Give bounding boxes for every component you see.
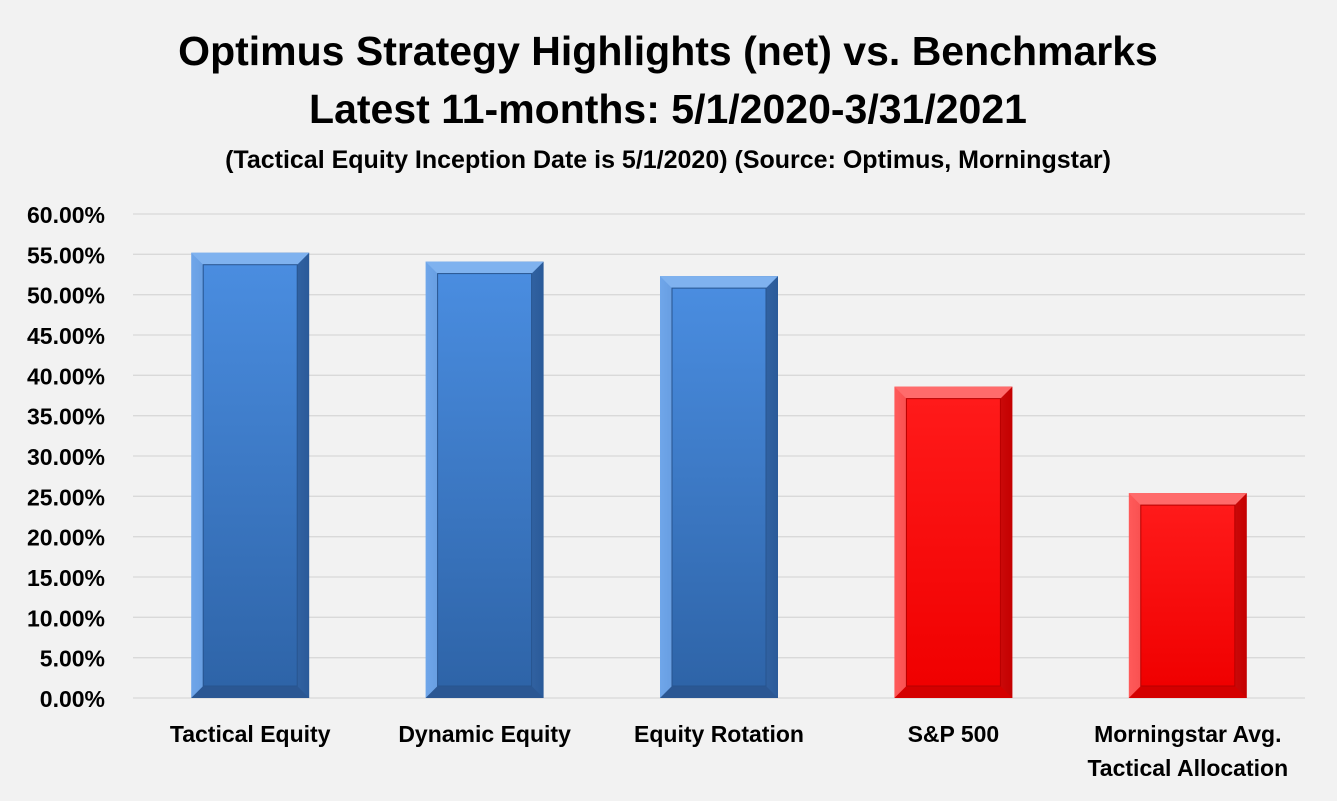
bar-top-bevel [1128,493,1247,506]
y-tick-label: 0.00% [40,686,105,712]
x-tick-label: Dynamic Equity [398,721,571,747]
bars [191,252,1247,698]
y-axis-tick-labels: 0.00% 5.00% 10.00% 15.00% 20.00% 25.00% 30.00%… [27,202,105,712]
bar [191,252,310,698]
bar-bottom-bevel [191,686,310,698]
y-tick-label: 10.00% [27,605,105,631]
y-tick-label: 40.00% [27,363,105,389]
bar-face [202,264,298,687]
y-tick-label: 5.00% [40,646,105,672]
x-axis-category-labels: Tactical Equity Dynamic Equity Equity Rota… [170,721,1288,781]
chart-note: (Tactical Equity Inception Date is 5/1/2… [225,146,1111,174]
bar-bottom-bevel [425,686,544,698]
bar-top-bevel [660,276,778,289]
y-tick-label: 60.00% [27,202,105,228]
y-tick-label: 30.00% [27,444,105,470]
y-tick-label: 55.00% [27,242,105,268]
y-tick-label: 50.00% [27,283,105,309]
y-tick-label: 15.00% [27,565,105,591]
x-tick-label: Tactical Equity [170,721,331,747]
bar [894,386,1013,698]
x-tick-label: S&P 500 [908,721,1000,747]
bar-face [437,273,533,687]
y-tick-label: 25.00% [27,484,105,510]
bar-top-bevel [894,386,1013,399]
bar [1128,493,1247,698]
y-tick-label: 35.00% [27,404,105,430]
x-tick-label: Equity Rotation [634,721,804,747]
x-tick-label: Tactical Allocation [1087,755,1288,781]
bar-bottom-bevel [894,686,1013,698]
y-tick-label: 20.00% [27,525,105,551]
chart-title: Optimus Strategy Highlights (net) vs. Be… [178,28,1158,74]
bar-face [1140,504,1236,687]
bar-top-bevel [191,252,310,265]
bar-face [905,398,1001,687]
bar-face [671,287,767,687]
bar [425,261,544,698]
bar-top-bevel [425,261,544,274]
y-tick-label: 45.00% [27,323,105,349]
x-tick-label: Morningstar Avg. [1094,721,1281,747]
bar-bottom-bevel [660,686,778,698]
chart-subtitle: Latest 11-months: 5/1/2020-3/31/2021 [309,86,1027,132]
bar [660,276,778,698]
bar-bottom-bevel [1128,686,1247,698]
